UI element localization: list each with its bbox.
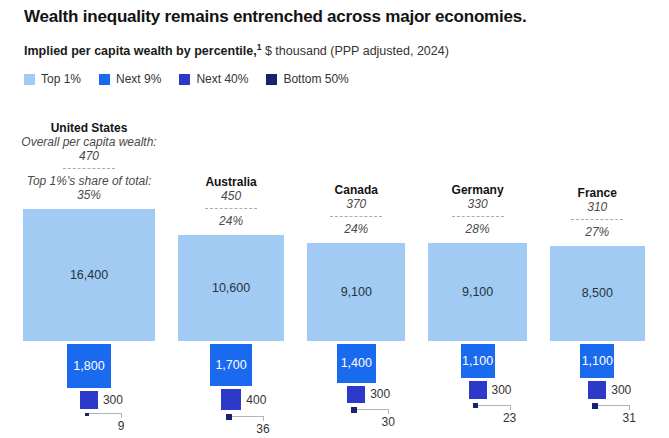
top1-value-label: 16,400 [23, 209, 155, 341]
top1-square: 8,500 [550, 246, 645, 341]
next9-value-label: 1,100 [461, 344, 495, 378]
next40-square [469, 381, 487, 399]
bottom50-value-label: 31 [607, 411, 651, 425]
next9-value-label: 1,100 [580, 344, 614, 378]
top1-square: 9,100 [428, 243, 526, 341]
next40-square [221, 389, 242, 410]
next9-square: 1,100 [461, 344, 495, 378]
next40-square [588, 381, 606, 399]
country-name: France [517, 186, 669, 200]
next9-square: 1,100 [580, 344, 614, 378]
dashed-divider [205, 208, 257, 209]
dashed-divider [63, 168, 115, 169]
next9-square: 1,400 [337, 344, 376, 383]
next40-square [80, 391, 98, 409]
callout-line [478, 405, 511, 410]
dashed-divider [330, 216, 382, 217]
country-column-france: France31027%8,5001,10030031 [550, 0, 645, 438]
next40-value-label: 300 [611, 382, 631, 398]
bottom50-value-label: 9 [99, 419, 143, 433]
country-column-australia: Australia45024%10,6001,70040036 [178, 0, 284, 438]
callout-line [598, 405, 630, 410]
callout-line [89, 413, 122, 418]
callout-line [357, 409, 389, 414]
overall-wealth-label: Overall per capita wealth: [9, 135, 169, 149]
chart-canvas: United StatesOverall per capita wealth:4… [0, 0, 669, 438]
country-header: United StatesOverall per capita wealth:4… [9, 121, 169, 202]
next40-square [347, 386, 365, 404]
top1-value-label: 9,100 [307, 243, 405, 341]
top1-value-label: 10,600 [178, 235, 284, 341]
top1-share-value: 35% [9, 188, 169, 202]
next40-value-label: 300 [370, 386, 390, 402]
top1-value-label: 8,500 [550, 246, 645, 341]
chart-figure: Wealth inequality remains entrenched acr… [0, 0, 669, 438]
dashed-divider [571, 219, 623, 220]
next40-value-label: 400 [246, 392, 266, 408]
next9-value-label: 1,700 [210, 344, 252, 386]
top1-value-label: 9,100 [428, 243, 526, 341]
top1-share-value: 27% [517, 225, 669, 239]
next9-square: 1,800 [67, 344, 111, 388]
next9-value-label: 1,400 [337, 344, 376, 383]
bottom50-value-label: 23 [488, 411, 532, 425]
overall-wealth-value: 470 [9, 149, 169, 163]
top1-square: 10,600 [178, 235, 284, 341]
next40-value-label: 300 [492, 382, 512, 398]
country-name: United States [9, 121, 169, 135]
next40-value-label: 300 [103, 392, 123, 408]
dashed-divider [452, 216, 504, 217]
next9-value-label: 1,800 [67, 344, 111, 388]
top1-share-label: Top 1%'s share of total: [9, 174, 169, 188]
bottom50-value-label: 30 [366, 415, 410, 429]
country-column-united-states: United StatesOverall per capita wealth:4… [23, 0, 155, 438]
country-header: France310 27% [517, 186, 669, 239]
callout-line [232, 416, 264, 421]
top1-square: 16,400 [23, 209, 155, 341]
country-column-canada: Canada37024%9,1001,40030030 [307, 0, 405, 438]
top1-square: 9,100 [307, 243, 405, 341]
bottom50-value-label: 36 [241, 422, 285, 436]
next9-square: 1,700 [210, 344, 252, 386]
overall-wealth-value: 310 [517, 200, 669, 214]
country-column-germany: Germany33028%9,1001,10030023 [428, 0, 526, 438]
